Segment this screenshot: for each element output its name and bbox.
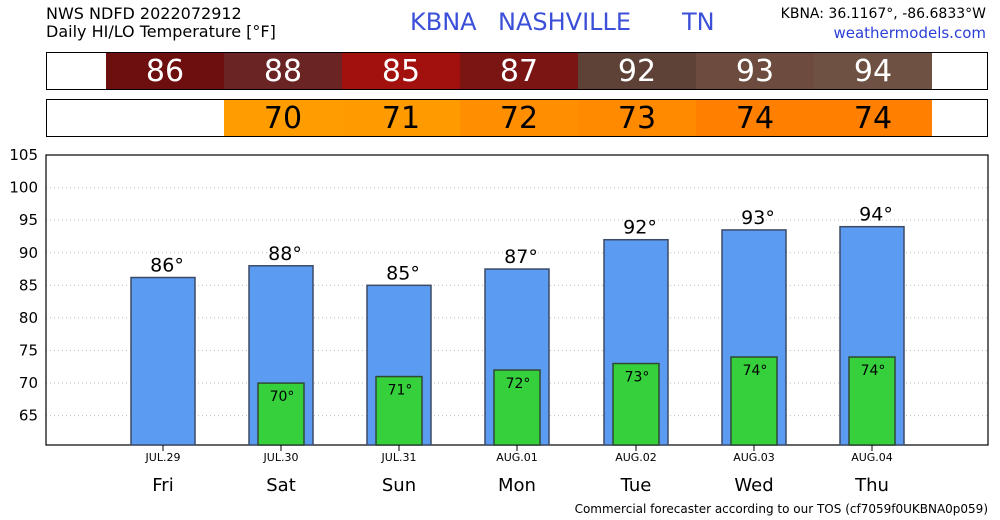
lo-bar-label: 70° bbox=[270, 389, 295, 405]
hi-cell: 92 bbox=[578, 53, 696, 89]
hi-cell: 87 bbox=[460, 53, 578, 89]
hi-cell: 85 bbox=[342, 53, 460, 89]
date-label: AUG.03 bbox=[733, 451, 775, 464]
date-label: JUL.29 bbox=[145, 451, 181, 464]
header-meta: KBNA: 36.1167°, -86.6833°W weathermodels… bbox=[781, 5, 986, 43]
site-link[interactable]: weathermodels.com bbox=[833, 24, 986, 42]
product-label: Daily HI/LO Temperature [°F] bbox=[46, 22, 276, 41]
date-label: JUL.30 bbox=[263, 451, 299, 464]
hi-bar-label: 92° bbox=[623, 217, 657, 239]
day-label: Tue bbox=[620, 475, 652, 496]
y-tick-label: 95 bbox=[19, 211, 38, 229]
coordinates: KBNA: 36.1167°, -86.6833°W bbox=[780, 6, 986, 22]
lo-cell: 74 bbox=[814, 100, 932, 136]
y-tick-label: 70 bbox=[19, 374, 38, 392]
lo-cell: 72 bbox=[460, 100, 578, 136]
date-label: AUG.04 bbox=[851, 451, 893, 464]
lo-bar bbox=[375, 375, 423, 446]
hi-cell: 93 bbox=[696, 53, 814, 89]
day-label: Sat bbox=[266, 475, 296, 496]
lo-bar-label: 73° bbox=[625, 370, 650, 386]
hi-cell: 94 bbox=[814, 53, 932, 89]
y-tick-label: 105 bbox=[9, 146, 38, 164]
hi-bar-label: 88° bbox=[268, 243, 302, 265]
date-label: JUL.31 bbox=[381, 451, 417, 464]
location-title: KBNA NASHVILLE TN bbox=[400, 8, 730, 120]
lo-cell: 74 bbox=[696, 100, 814, 136]
lo-cell bbox=[106, 100, 224, 136]
date-label: AUG.02 bbox=[615, 451, 657, 464]
model-run-label: NWS NDFD 2022072912 bbox=[46, 4, 242, 23]
date-label: AUG.01 bbox=[496, 451, 538, 464]
lo-cell: 73 bbox=[578, 100, 696, 136]
day-label: Sun bbox=[382, 475, 416, 496]
y-tick-label: 100 bbox=[9, 179, 38, 197]
lo-bar bbox=[257, 382, 305, 446]
city-name: NASHVILLE bbox=[498, 8, 632, 36]
header-info: NWS NDFD 2022072912 Daily HI/LO Temperat… bbox=[46, 5, 276, 41]
y-tick-label: 90 bbox=[19, 244, 38, 262]
day-label: Wed bbox=[734, 475, 773, 496]
lo-bar-label: 71° bbox=[388, 383, 413, 399]
lo-temp-strip: 70 71 72 73 74 74 bbox=[46, 99, 988, 137]
y-tick-label: 75 bbox=[19, 342, 38, 360]
y-tick-label: 65 bbox=[19, 407, 38, 425]
hi-bar-label: 86° bbox=[150, 255, 184, 277]
lo-bar bbox=[493, 369, 541, 446]
y-tick-label: 80 bbox=[19, 309, 38, 327]
lo-bar-label: 72° bbox=[506, 376, 531, 392]
hi-bar-label: 85° bbox=[386, 262, 420, 284]
hi-temp-strip: 86 88 85 87 92 93 94 bbox=[46, 52, 988, 90]
day-label: Thu bbox=[854, 475, 889, 496]
hi-bar bbox=[130, 276, 196, 446]
hi-cell: 88 bbox=[224, 53, 342, 89]
hi-cell: 86 bbox=[106, 53, 224, 89]
hi-bar-label: 87° bbox=[504, 246, 538, 268]
lo-cell: 70 bbox=[224, 100, 342, 136]
station-code: KBNA bbox=[410, 8, 477, 36]
lo-bar-label: 74° bbox=[743, 363, 768, 379]
lo-bar-label: 74° bbox=[861, 363, 886, 379]
lo-cell: 71 bbox=[342, 100, 460, 136]
state-code: TN bbox=[682, 8, 715, 36]
day-label: Mon bbox=[498, 475, 536, 496]
y-tick-label: 85 bbox=[19, 276, 38, 294]
day-label: Fri bbox=[152, 475, 173, 496]
hi-bar-label: 94° bbox=[859, 204, 893, 226]
hi-bar-label: 93° bbox=[741, 207, 775, 229]
lo-bar bbox=[612, 362, 660, 446]
footer-note: Commercial forecaster according to our T… bbox=[574, 502, 988, 516]
